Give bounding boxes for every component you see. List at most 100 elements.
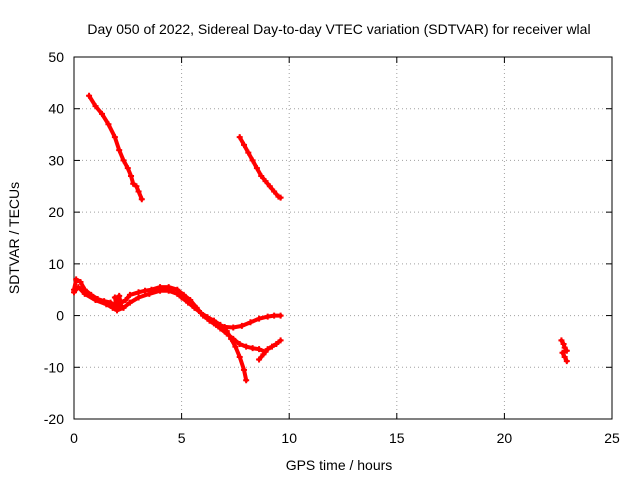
tick-labels: 0 5 10 15 20 25 -20 -10 0 10 20 30 40 50 xyxy=(44,49,620,446)
y-tick-label: 10 xyxy=(48,256,64,272)
data-point xyxy=(277,337,284,344)
data-point xyxy=(273,341,280,348)
data-point xyxy=(241,366,248,373)
series-arc-7 xyxy=(256,337,284,363)
data-point xyxy=(157,287,164,294)
data-point xyxy=(217,322,224,329)
data-point xyxy=(128,172,135,179)
data-point xyxy=(124,165,131,172)
chart-title: Day 050 of 2022, Sidereal Day-to-day VTE… xyxy=(87,21,590,37)
data-point xyxy=(256,356,263,363)
data-point xyxy=(243,377,250,384)
series-arc-1 xyxy=(86,92,145,203)
x-tick-label: 20 xyxy=(497,430,513,446)
data-point xyxy=(103,301,110,308)
data-point xyxy=(185,299,192,306)
data-point xyxy=(92,297,99,304)
data-point xyxy=(256,346,263,353)
data-point xyxy=(75,284,82,291)
y-tick-label: -10 xyxy=(44,359,64,375)
data-point xyxy=(230,324,237,331)
data-point xyxy=(271,188,278,195)
data-point xyxy=(81,290,88,297)
data-point xyxy=(130,180,137,187)
data-point xyxy=(135,289,142,296)
data-point xyxy=(277,312,284,319)
data-point xyxy=(561,353,568,360)
data-point xyxy=(111,294,118,301)
y-tick-label: 50 xyxy=(48,49,64,65)
series-arc-5 xyxy=(111,292,125,311)
x-tick-label: 15 xyxy=(389,430,405,446)
data-point xyxy=(238,322,245,329)
data-point xyxy=(71,289,77,296)
data-point xyxy=(138,196,145,203)
data-point xyxy=(135,188,142,195)
data-point xyxy=(563,347,570,354)
data-point xyxy=(178,294,185,301)
data-point xyxy=(232,343,239,350)
data-point xyxy=(116,147,123,154)
data-point xyxy=(236,134,243,141)
data-point xyxy=(268,343,275,350)
data-point xyxy=(133,183,140,190)
y-axis-title: SDTVAR / TECUs xyxy=(6,182,22,294)
data-point xyxy=(264,313,271,320)
data-point xyxy=(271,312,278,319)
y-tick-label: -20 xyxy=(44,411,64,427)
data-point xyxy=(560,341,567,348)
x-tick-label: 0 xyxy=(70,430,78,446)
series-line xyxy=(205,316,268,354)
data-point xyxy=(126,299,133,306)
data-point xyxy=(135,294,142,301)
data-point xyxy=(266,183,273,190)
series-arc-9 xyxy=(558,337,570,365)
data-point xyxy=(236,353,243,360)
data-point xyxy=(105,121,112,128)
data-point xyxy=(98,110,105,117)
x-tick-label: 5 xyxy=(178,430,186,446)
plot-border xyxy=(73,56,613,420)
data-point xyxy=(245,149,252,156)
data-point xyxy=(264,346,271,353)
data-point xyxy=(174,290,181,297)
data-point xyxy=(247,319,254,326)
data-point xyxy=(77,278,84,285)
series-arc-8 xyxy=(210,317,250,384)
data-point xyxy=(561,344,568,351)
data-point xyxy=(197,309,204,316)
y-tick-label: 40 xyxy=(48,101,64,117)
axis-ticks xyxy=(73,56,613,420)
data-point xyxy=(262,178,269,185)
x-axis-title: GPS time / hours xyxy=(286,457,393,473)
data-point xyxy=(249,345,256,352)
series-arc-4 xyxy=(71,284,228,333)
data-point xyxy=(204,315,211,322)
data-point xyxy=(118,303,125,310)
series-line xyxy=(72,285,227,331)
y-tick-label: 20 xyxy=(48,204,64,220)
data-point xyxy=(249,157,256,164)
data-point xyxy=(111,134,118,141)
series-arc-2 xyxy=(236,134,284,201)
data-point xyxy=(126,291,133,298)
data-point xyxy=(253,165,260,172)
data-point xyxy=(243,343,250,350)
data-point xyxy=(223,328,230,335)
data-point xyxy=(558,337,565,344)
data-point xyxy=(86,92,93,99)
data-point xyxy=(142,287,149,294)
data-point xyxy=(241,141,248,148)
data-point xyxy=(258,172,265,179)
data-point xyxy=(559,349,566,356)
x-tick-label: 10 xyxy=(281,430,297,446)
data-point xyxy=(114,304,121,311)
data-point xyxy=(256,315,263,322)
series-line xyxy=(112,293,124,310)
grid-lines xyxy=(74,57,612,419)
data-point xyxy=(116,292,123,299)
data-series xyxy=(71,92,570,384)
data-point xyxy=(210,317,217,324)
data-point xyxy=(120,157,127,164)
